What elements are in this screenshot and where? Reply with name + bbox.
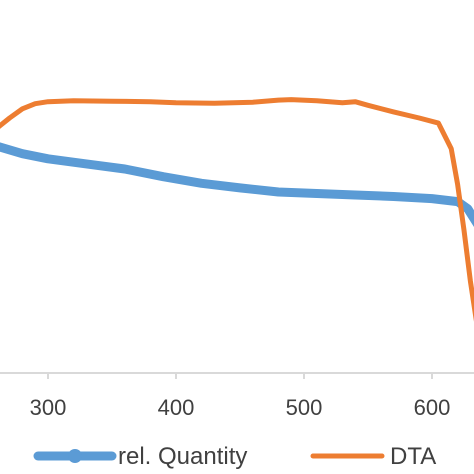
x-tick-label: 500	[286, 395, 323, 420]
x-tick-label: 400	[158, 395, 195, 420]
legend-label: DTA	[390, 443, 436, 470]
x-tick-label: 600	[414, 395, 451, 420]
x-tick-label: 300	[30, 395, 67, 420]
legend-item-dta: DTA	[310, 443, 436, 470]
series-line-rel-quantity	[0, 142, 474, 228]
legend: rel. Quantity DTA	[33, 443, 436, 470]
x-axis-ticks: 300 400 500 600	[30, 373, 451, 420]
legend-marker-circle	[68, 449, 82, 463]
legend-item-rel-quantity: rel. Quantity	[33, 443, 247, 470]
plot-area	[0, 97, 474, 322]
legend-label: rel. Quantity	[118, 443, 247, 470]
series-line-dta	[0, 97, 474, 322]
